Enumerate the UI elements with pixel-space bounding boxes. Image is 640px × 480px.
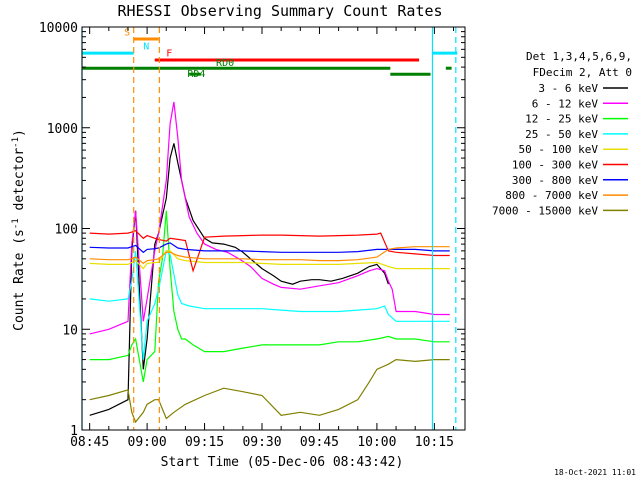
legend-label-4: 50 - 100 keV bbox=[519, 143, 599, 156]
annotations: S N F RD0 RD4 bbox=[124, 28, 234, 80]
x-axis-label: Start Time (05-Dec-06 08:43:42) bbox=[161, 455, 404, 470]
x-tick-label-0: 08:45 bbox=[70, 435, 109, 450]
series-line-1 bbox=[89, 101, 450, 335]
x-tick-label-3: 09:30 bbox=[242, 435, 281, 450]
legend-label-7: 800 - 7000 keV bbox=[505, 189, 598, 202]
legend-header-1: Det 1,3,4,5,6,9, bbox=[526, 50, 632, 63]
legend: Det 1,3,4,5,6,9, FDecim 2, Att 0 3 - 6 k… bbox=[492, 50, 632, 217]
legend-label-8: 7000 - 15000 keV bbox=[492, 204, 598, 217]
annotation-s: S bbox=[124, 28, 130, 39]
series-line-7 bbox=[89, 246, 450, 265]
legend-label-0: 3 - 6 keV bbox=[538, 82, 598, 95]
series-line-3 bbox=[89, 249, 450, 360]
instrument-state-bars bbox=[82, 37, 458, 76]
x-axis: 08:45 09:00 09:15 09:30 09:45 10:00 10:15 bbox=[70, 27, 455, 450]
y-tick-label-3: 1000 bbox=[47, 122, 78, 137]
series-layer bbox=[89, 101, 450, 424]
x-tick-label-5: 10:00 bbox=[357, 435, 396, 450]
legend-header-2: FDecim 2, Att 0 bbox=[533, 66, 632, 79]
plot-area: S N F RD0 RD4 bbox=[81, 26, 466, 431]
chart-title: RHESSI Observing Summary Count Rates bbox=[117, 2, 442, 20]
annotation-f: F bbox=[166, 48, 172, 59]
plot-frame bbox=[81, 26, 466, 431]
x-tick-label-6: 10:15 bbox=[415, 435, 454, 450]
series-line-5 bbox=[89, 230, 450, 273]
legend-label-6: 300 - 800 keV bbox=[512, 174, 598, 187]
x-tick-label-4: 09:45 bbox=[300, 435, 339, 450]
y-axis-label-sup2: -1 bbox=[11, 137, 21, 148]
legend-label-2: 12 - 25 keV bbox=[525, 113, 598, 126]
series-line-4 bbox=[89, 250, 450, 270]
annotation-rd4: RD4 bbox=[187, 69, 205, 80]
y-tick-label-2: 100 bbox=[55, 223, 78, 238]
y-tick-label-0: 1 bbox=[70, 424, 78, 439]
event-vlines bbox=[81, 27, 457, 430]
legend-label-5: 100 - 300 keV bbox=[512, 159, 598, 172]
y-axis-label-main: Count Rate (s bbox=[12, 229, 27, 331]
legend-label-3: 25 - 50 keV bbox=[525, 128, 598, 141]
x-tick-label-2: 09:15 bbox=[185, 435, 224, 450]
y-axis-label: Count Rate (s-1 detector-1) bbox=[11, 129, 27, 331]
annotation-rd0: RD0 bbox=[216, 58, 234, 69]
y-axis-label-mid: detector bbox=[12, 148, 27, 219]
series-line-2 bbox=[89, 210, 450, 383]
y-tick-label-1: 10 bbox=[62, 323, 78, 338]
series-line-8 bbox=[89, 358, 450, 424]
annotation-n: N bbox=[143, 41, 149, 52]
y-axis-label-end: ) bbox=[12, 129, 27, 137]
series-line-0 bbox=[89, 143, 389, 416]
y-axis-label-sup1: -1 bbox=[11, 218, 21, 229]
y-axis: 1 10 100 1000 10000 bbox=[39, 21, 465, 439]
timestamp: 18-Oct-2021 11:01 bbox=[554, 468, 636, 477]
legend-label-1: 6 - 12 keV bbox=[532, 97, 599, 110]
series-line-6 bbox=[89, 242, 450, 254]
y-tick-label-4: 10000 bbox=[39, 21, 78, 36]
x-tick-label-1: 09:00 bbox=[128, 435, 167, 450]
